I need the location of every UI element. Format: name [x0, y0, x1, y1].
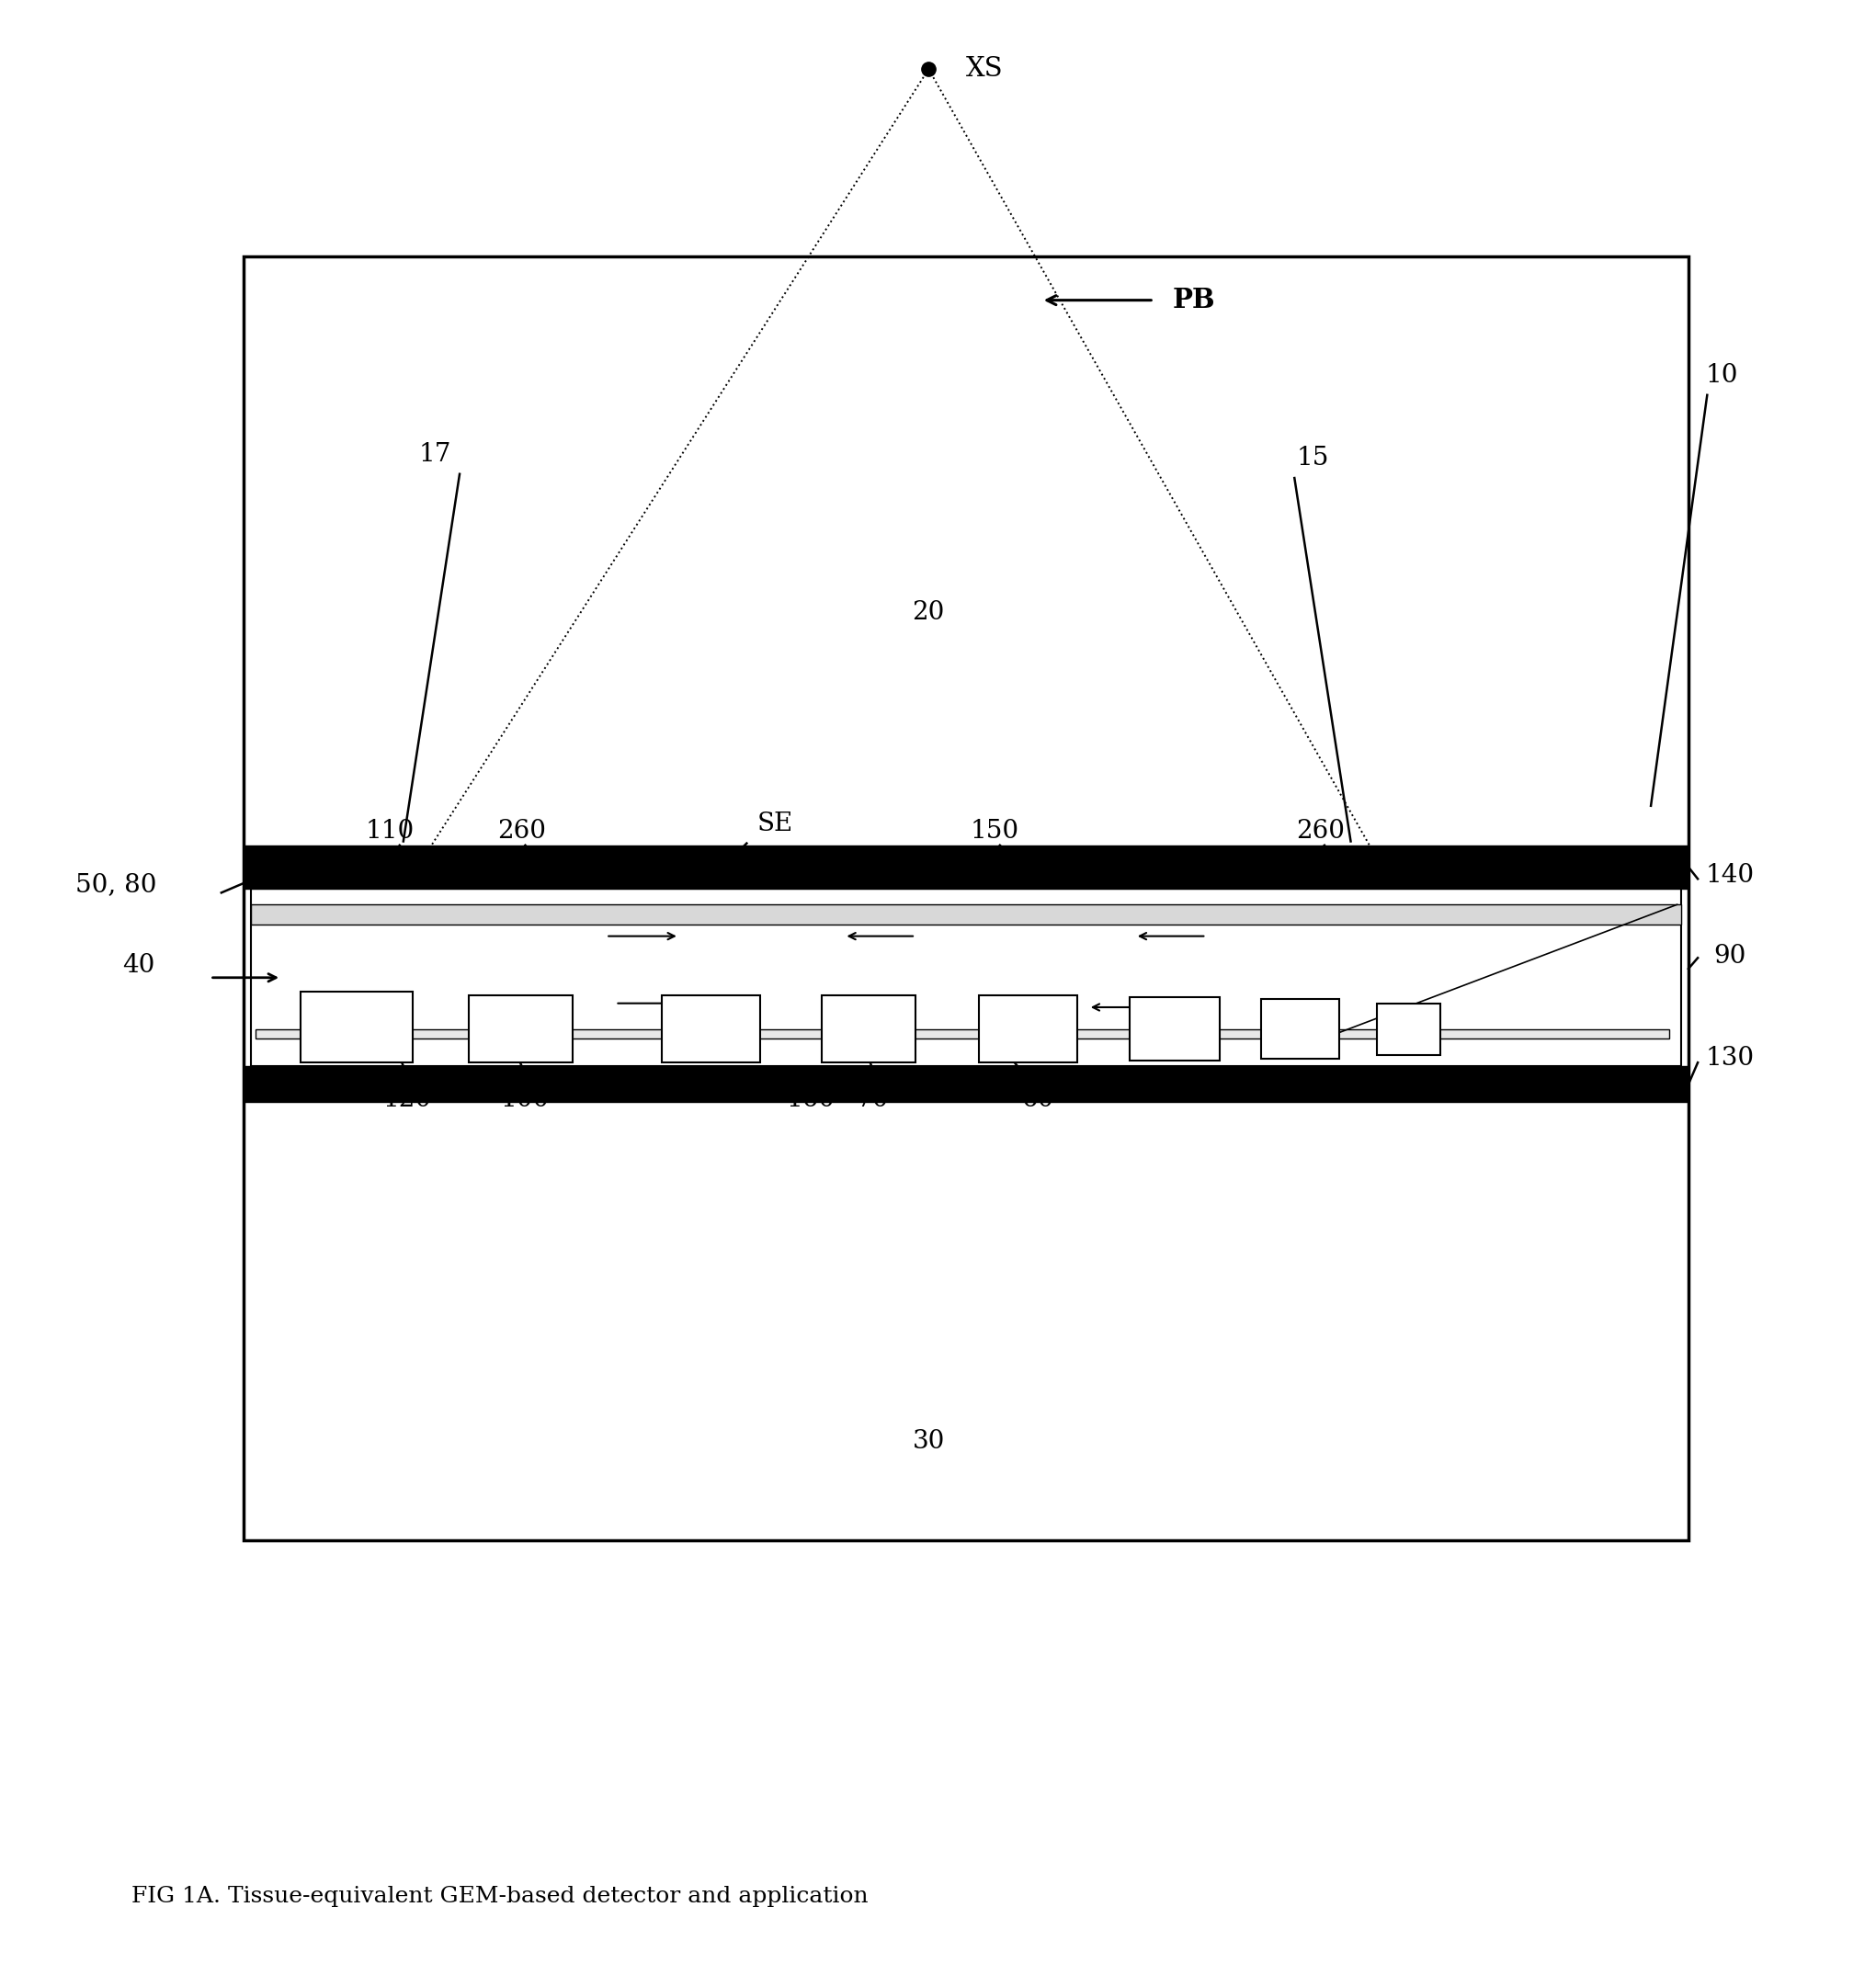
Bar — [255, 1029, 1670, 1039]
Bar — [979, 995, 1077, 1063]
Bar — [244, 1066, 1688, 1102]
Bar — [300, 991, 413, 1063]
Text: 15: 15 — [1296, 446, 1330, 470]
Text: 130: 130 — [1705, 1047, 1754, 1070]
Bar — [469, 995, 572, 1063]
Text: 40: 40 — [122, 954, 156, 978]
Bar — [662, 995, 760, 1063]
Text: 20: 20 — [912, 600, 946, 624]
Text: XS: XS — [966, 55, 1004, 83]
Text: PB: PB — [1172, 286, 1216, 314]
Bar — [822, 995, 915, 1063]
Text: 17: 17 — [418, 442, 452, 466]
Bar — [1377, 1003, 1441, 1055]
Text: 70: 70 — [855, 1088, 889, 1112]
Text: FIG 1A. Tissue-equivalent GEM-based detector and application: FIG 1A. Tissue-equivalent GEM-based dete… — [131, 1886, 869, 1906]
Text: 30: 30 — [912, 1430, 946, 1454]
Text: 260: 260 — [497, 820, 546, 843]
Bar — [251, 889, 1681, 1066]
Text: 60: 60 — [1021, 1088, 1054, 1112]
Text: 110: 110 — [366, 820, 415, 843]
Text: 90: 90 — [1713, 944, 1747, 968]
Bar — [251, 905, 1681, 924]
Text: SE: SE — [756, 812, 794, 835]
Text: 50, 80: 50, 80 — [75, 873, 158, 897]
Bar — [244, 257, 1688, 1541]
Bar — [1261, 999, 1339, 1059]
Text: 160: 160 — [786, 1088, 835, 1112]
Text: 10: 10 — [1705, 363, 1739, 387]
Text: 140: 140 — [1705, 863, 1754, 887]
Bar — [1129, 997, 1219, 1061]
Text: 120: 120 — [383, 1088, 431, 1112]
Text: 100: 100 — [501, 1088, 550, 1112]
Text: 260: 260 — [1296, 820, 1345, 843]
Text: 150: 150 — [970, 820, 1019, 843]
Bar — [244, 845, 1688, 889]
